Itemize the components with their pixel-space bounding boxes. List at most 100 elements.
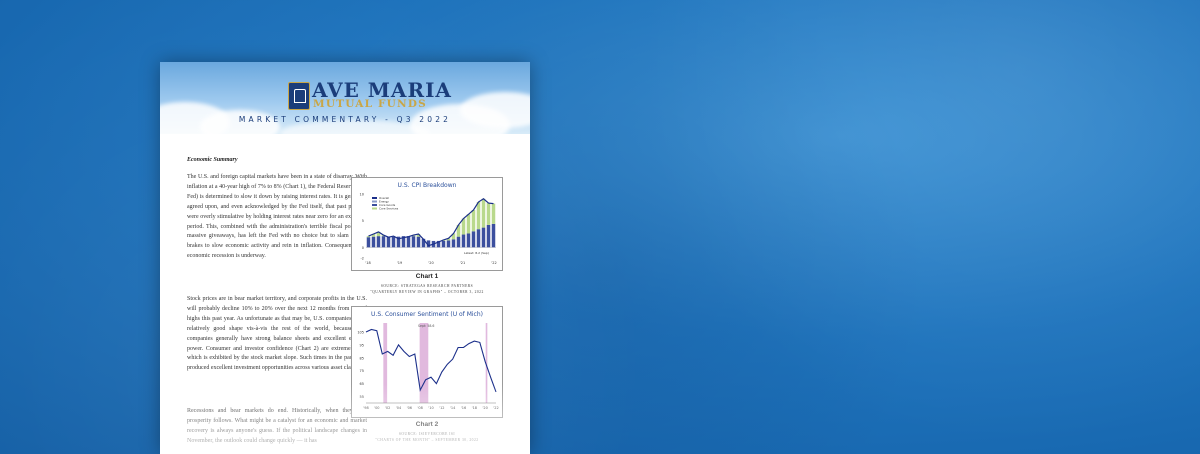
x-tick-label: '19 — [397, 261, 402, 265]
legend-label: Overall — [379, 196, 389, 200]
bar-core-services — [436, 240, 441, 248]
section-title: Economic Summary — [187, 157, 238, 163]
bar-core-services — [486, 224, 491, 248]
chart-2-title: U.S. Consumer Sentiment (U of Mich) — [371, 311, 483, 318]
chart-1-source-date: "QUARTERLY REVIEW IN GRAPHS" – OCTOBER 3… — [370, 290, 484, 294]
bar-core-services — [456, 236, 461, 248]
bar-core-services — [421, 238, 426, 248]
bar-energy-goods — [366, 236, 371, 238]
bar-energy-goods — [456, 224, 461, 237]
legend-swatch — [372, 204, 377, 206]
bar-core-services — [401, 236, 406, 248]
x-tick-label: '18 — [365, 261, 370, 265]
paragraph-2: Stock prices are in bear market territor… — [187, 296, 367, 372]
chart-2-caption: Chart 2 — [415, 421, 439, 428]
bar-core-services — [406, 236, 411, 248]
bar-energy-goods — [481, 198, 486, 228]
bar-core-services — [491, 223, 496, 248]
document-subtitle: MARKET COMMENTARY - Q3 2022 — [238, 115, 452, 124]
x-tick-label: '04 — [396, 406, 402, 410]
x-tick-label: '16 — [461, 406, 466, 410]
chart-2-source: SOURCE: ISIEVERCORE ISI — [398, 432, 456, 436]
bar-core-services — [386, 236, 391, 248]
bar-core-services — [371, 236, 376, 248]
chart-1-title: U.S. CPI Breakdown — [397, 182, 457, 189]
bar-core-services — [481, 227, 486, 248]
bar-energy-goods — [451, 233, 456, 240]
bar-core-services — [451, 239, 456, 248]
brand-subname: MUTUAL FUNDS — [313, 98, 427, 110]
bar-energy-goods — [446, 238, 451, 241]
legend-label: Energy — [379, 200, 389, 204]
bar-core-services — [426, 240, 431, 248]
bar-core-services — [396, 236, 401, 248]
bar-core-services — [466, 233, 471, 248]
y-tick-label: 105 — [357, 331, 364, 335]
bar-core-services — [441, 240, 446, 248]
legend-swatch — [372, 197, 377, 199]
x-tick-label: '21 — [460, 261, 465, 265]
header-banner: AVE MARIA MUTUAL FUNDS MARKET COMMENTARY… — [160, 62, 530, 134]
bar-core-services — [381, 236, 386, 248]
y-tick-label: -2 — [361, 257, 365, 261]
chart-1-annotation: Latest: 8.2 (Sep) — [464, 251, 489, 255]
line-sentiment — [365, 328, 497, 393]
bar-energy-goods — [491, 203, 496, 224]
x-tick-label: '10 — [428, 406, 433, 410]
bar-core-services — [366, 237, 371, 248]
chart-1-caption: Chart 1 — [415, 273, 439, 280]
y-tick-label: 85 — [360, 356, 364, 360]
chart-2-source-date: "CHARTS OF THE MONTH" – SEPTEMBER 30, 20… — [375, 438, 479, 442]
x-tick-label: '22 — [491, 261, 496, 265]
chart-2-frame: U.S. Consumer Sentiment (U of Mich) 105 9… — [351, 306, 503, 418]
bar-core-services — [476, 229, 481, 248]
bar-core-services — [376, 236, 381, 248]
bar-energy-goods — [371, 234, 376, 237]
recession-band — [485, 323, 488, 403]
bar-core-services — [411, 236, 416, 248]
x-tick-label: '18 — [472, 406, 477, 410]
y-tick-label: 0 — [362, 246, 364, 250]
y-tick-label: 10 — [360, 193, 364, 197]
bar-energy-goods — [416, 234, 421, 237]
bar-energy-goods — [376, 231, 381, 237]
y-tick-label: 5 — [362, 219, 364, 223]
cloud-shape — [460, 92, 530, 128]
x-tick-label: '02 — [385, 406, 390, 410]
cloud-shape — [280, 120, 430, 134]
brand-name: AVE MARIA — [312, 78, 452, 102]
document-page: AVE MARIA MUTUAL FUNDS MARKET COMMENTARY… — [160, 62, 530, 454]
y-tick-label: 75 — [360, 369, 364, 373]
x-tick-label: '06 — [407, 406, 412, 410]
bar-core-services — [446, 240, 451, 248]
bar-energy-goods — [476, 202, 481, 230]
chart-2-annotation: Sept: 58.6 — [418, 324, 434, 328]
bar-energy-goods — [461, 218, 466, 235]
bar-energy-goods — [471, 210, 476, 232]
logo-icon — [288, 82, 310, 110]
x-tick-label: '20 — [428, 261, 433, 265]
x-tick-label: '98 — [363, 406, 368, 410]
cloud-shape — [200, 110, 280, 134]
legend-label: Core Goods — [379, 203, 396, 207]
recession-band — [383, 323, 388, 403]
paragraph-1: The U.S. and foreign capital markets hav… — [187, 174, 367, 260]
x-tick-label: '12 — [439, 406, 444, 410]
y-tick-label: 95 — [360, 343, 364, 347]
x-tick-label: '00 — [374, 406, 379, 410]
y-tick-label: 55 — [360, 395, 364, 399]
bar-core-services — [391, 236, 396, 248]
legend-swatch — [372, 200, 377, 203]
bar-core-services — [471, 231, 476, 248]
x-tick-label: '14 — [450, 406, 456, 410]
bar-energy-goods — [466, 214, 471, 234]
x-tick-label: '20 — [482, 406, 487, 410]
legend-swatch — [372, 207, 377, 210]
x-tick-label: '22 — [493, 406, 498, 410]
bar-energy-goods — [486, 203, 491, 225]
x-tick-label: '08 — [417, 406, 422, 410]
chart-1-source: SOURCE: STRATEGAS RESEARCH PARTNERS — [380, 284, 474, 288]
y-tick-label: 65 — [360, 382, 364, 386]
bar-core-services — [416, 236, 421, 248]
